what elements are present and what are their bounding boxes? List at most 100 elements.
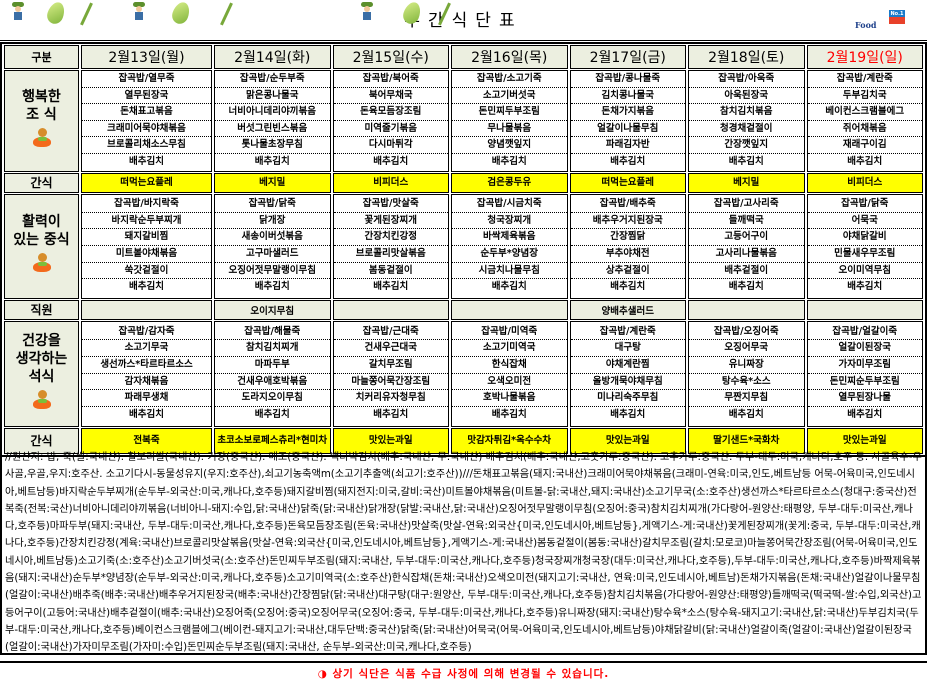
menu-item: 파래무생채 [82, 390, 211, 407]
menu-item: 참치김치찌개 [215, 340, 330, 357]
menu-item: 꽃게된장찌개 [333, 213, 448, 230]
section-label: 행복한 조 식 [4, 70, 79, 172]
meal-cell: 잡곡밥/근대죽 건새우근대국 갈치무조림 마늘쫑어묵간장조림 치커리유자청무침 배추김치 [332, 320, 449, 427]
corner-label: 구분 [4, 45, 79, 69]
day-header: 2월17일(금) [569, 45, 686, 69]
meal-cell: 잡곡밥/오징어죽 오징어무국 유니짜장 탕수육*소스 무짠지무침 배추김치 [688, 320, 805, 427]
menu-item: 무나물볶음 [452, 121, 567, 138]
meal-cell: 잡곡밥/미역죽 소고기미역국 한식잡채 오색오미전 호박나물볶음 배추김치 [451, 320, 568, 427]
menu-item: 유니짜장 [689, 357, 804, 374]
menu-item: 쥐어채볶음 [807, 121, 922, 138]
menu-item: 한식잡채 [452, 357, 567, 374]
menu-item: 배추김치 [373, 408, 409, 420]
staff-cell [451, 299, 568, 320]
menu-item: 감자채볶음 [82, 374, 211, 391]
menu-item: 양념깻잎지 [452, 137, 567, 154]
menu-item: 배추김치 [610, 281, 646, 293]
menu-item: 간장찜닭 [570, 229, 685, 247]
meal-row: 건강을 생각하는 석식 잡곡밥/감자죽 소고기무국 생선까스*타르타르소스 감자채볶음 파… [4, 320, 923, 427]
meal-cell: 잡곡밥/맛살죽 꽃게된장찌개 간장치킨강정 브로콜리맛살볶음 봄동겉절이 배추김치 [332, 193, 449, 299]
menu-item: 파래김자반 [570, 137, 685, 154]
menu-item: 배추김치 [491, 155, 527, 167]
staff-cell: 오이지무침 [214, 299, 331, 320]
meal-cell: 잡곡밥/소고기죽 소고기버섯국 돈민찌두부조림 무나물볶음 양념깻잎지 배추김치 [451, 70, 568, 172]
menu-item: 소고기미역국 [452, 340, 567, 357]
menu-item: 잡곡밥/열무죽 [82, 71, 211, 88]
menu-item: 브로콜리맛살볶음 [333, 246, 448, 263]
origin-info-text: //원산지: 밥, 죽(쌀:국내산). 찰보리쌀(국내산). 기장(중국산). … [0, 448, 927, 655]
menu-item: 다시마튀각 [333, 137, 448, 154]
meal-cell: 잡곡밥/바지락죽 바지락순두부찌개 돼지갈비찜 미트볼야채볶음 쑥갓겉절이 배추김치 [81, 193, 212, 299]
snack-cell: 초코소보로페스츄리*현미차 [214, 427, 331, 454]
menu-item: 미트볼야채볶음 [82, 246, 211, 263]
menu-change-notice: ◑ 상기 식단은 식품 수급 사정에 의해 변경될 수 있습니다. [0, 661, 927, 681]
menu-item: 잡곡밥/고사리죽 [689, 196, 804, 213]
menu-item: 두부김치국 [807, 88, 922, 105]
menu-item: 들깨떡국 [689, 213, 804, 230]
menu-item: 바지락순두부찌개 [82, 213, 211, 230]
farmer-illustration-icon [12, 2, 24, 24]
weekly-menu-table: 구분 2월13일(월) 2월14일(화) 2월15일(수) 2월16일(목) 2월17일(… [0, 42, 927, 457]
snack-cell: 맛있는과일 [332, 427, 449, 454]
header-row: 구분 2월13일(월) 2월14일(화) 2월15일(수) 2월16일(목) 2월17일(… [4, 45, 923, 69]
snack-cell: 딸기샌드*국화차 [688, 427, 805, 454]
menu-item: 생선까스*타르타르소스 [82, 357, 211, 374]
menu-item: 배추김치 [610, 155, 646, 167]
menu-item: 잡곡밥/계란죽 [807, 71, 922, 88]
menu-item: 잡곡밥/배추죽 [570, 196, 685, 213]
day-header: 2월18일(토) [688, 45, 805, 69]
menu-item: 치커리유자청무침 [333, 390, 448, 407]
menu-item: 잡곡밥/오징어죽 [689, 324, 804, 341]
menu-item: 배추김치 [847, 155, 883, 167]
menu-item: 마늘쫑어묵간장조림 [333, 374, 448, 391]
menu-item: 잡곡밥/시금치죽 [452, 196, 567, 213]
menu-item: 톳나물초장무침 [215, 137, 330, 154]
mascot-icon [31, 389, 53, 412]
menu-item: 소고기무국 [82, 340, 211, 357]
menu-item: 배추김치 [129, 155, 164, 167]
menu-item: 부추야채전 [570, 246, 685, 263]
snack-cell: 베지밀 [214, 172, 331, 193]
snack-cell: 맛감자튀김*옥수수차 [451, 427, 568, 454]
snack-cell: 맛있는과일 [806, 427, 923, 454]
staff-row: 직원 오이지무침 양배추샐러드 [4, 299, 923, 320]
menu-item: 탕수육*소스 [689, 374, 804, 391]
snack-row: 간식 전복죽 초코소보로페스츄리*현미차 맛있는과일 맛감자튀김*옥수수차 맛있는과일 딸기… [4, 427, 923, 454]
meal-cell: 잡곡밥/아욱죽 아욱된장국 참치김치볶음 청경채겉절이 간장깻잎지 배추김치 [688, 70, 805, 172]
menu-item: 간장치킨강정 [333, 229, 448, 247]
menu-item: 잡곡밥/바지락죽 [82, 196, 211, 213]
snack-cell: 떠먹는요플레 [81, 172, 212, 193]
snack-cell: 전복죽 [81, 427, 212, 454]
menu-item: 아욱된장국 [689, 88, 804, 105]
menu-item: 올방개묵야채무침 [570, 374, 685, 391]
staff-cell [332, 299, 449, 320]
meal-cell: 잡곡밥/닭죽 닭개장 새송이버섯볶음 고구마샐러드 오징어젓무말랭이무침 배추김치 [214, 193, 331, 299]
menu-item: 고사리나물볶음 [689, 246, 804, 263]
page-title: 주간식단표 [404, 11, 523, 31]
menu-item: 잡곡밥/콩나물죽 [570, 71, 685, 88]
meal-row: 행복한 조 식 잡곡밥/열무죽 열무된장국 돈채표고볶음 크래미어묵야채볶음 브로콜리채소… [4, 70, 923, 172]
snack-row: 간식 떠먹는요플레 베지밀 비피더스 검은콩두유 떠먹는요플레 베지밀 비피더스 [4, 172, 923, 193]
header-banner: 주간식단표 Food No.1 [0, 0, 927, 41]
menu-item: 오징어젓무말랭이무침 [215, 263, 330, 280]
section-label-text: 간식 [30, 433, 53, 448]
menu-item: 브로콜리채소스무침 [82, 137, 211, 154]
menu-item: 크래미어묵야채볶음 [82, 121, 211, 138]
menu-item: 잡곡밥/얼갈이죽 [807, 324, 922, 341]
menu-item: 돼지갈비찜 [82, 229, 211, 247]
meal-row: 활력이 있는 중식 잡곡밥/바지락죽 바지락순두부찌개 돼지갈비찜 미트볼야채볶음 쑥갓겉… [4, 193, 923, 299]
menu-item: 배추김치 [254, 155, 290, 167]
menu-item: 잡곡밥/맛살죽 [333, 196, 448, 213]
menu-item: 청경채겉절이 [689, 121, 804, 138]
menu-item: 가자미무조림 [807, 357, 922, 374]
menu-item: 배추김치 [491, 408, 527, 420]
menu-item: 배추김치 [728, 281, 764, 293]
menu-item: 오색오미전 [452, 374, 567, 391]
menu-item: 돈민찌두부조림 [452, 104, 567, 121]
section-label-text: 직원 [30, 302, 53, 317]
meal-cell: 잡곡밥/순두부죽 맑은콩나물국 너비아니데리야끼볶음 버섯그린빈스볶음 톳나물초장무침 배… [214, 70, 331, 172]
section-label-text: 건강을 생각하는 석식 [15, 332, 68, 385]
menu-item: 대구탕 [570, 340, 685, 357]
meal-cell: 잡곡밥/감자죽 소고기무국 생선까스*타르타르소스 감자채볶음 파래무생채 배추김치 [81, 320, 212, 427]
menu-item: 배추김치 [373, 155, 409, 167]
